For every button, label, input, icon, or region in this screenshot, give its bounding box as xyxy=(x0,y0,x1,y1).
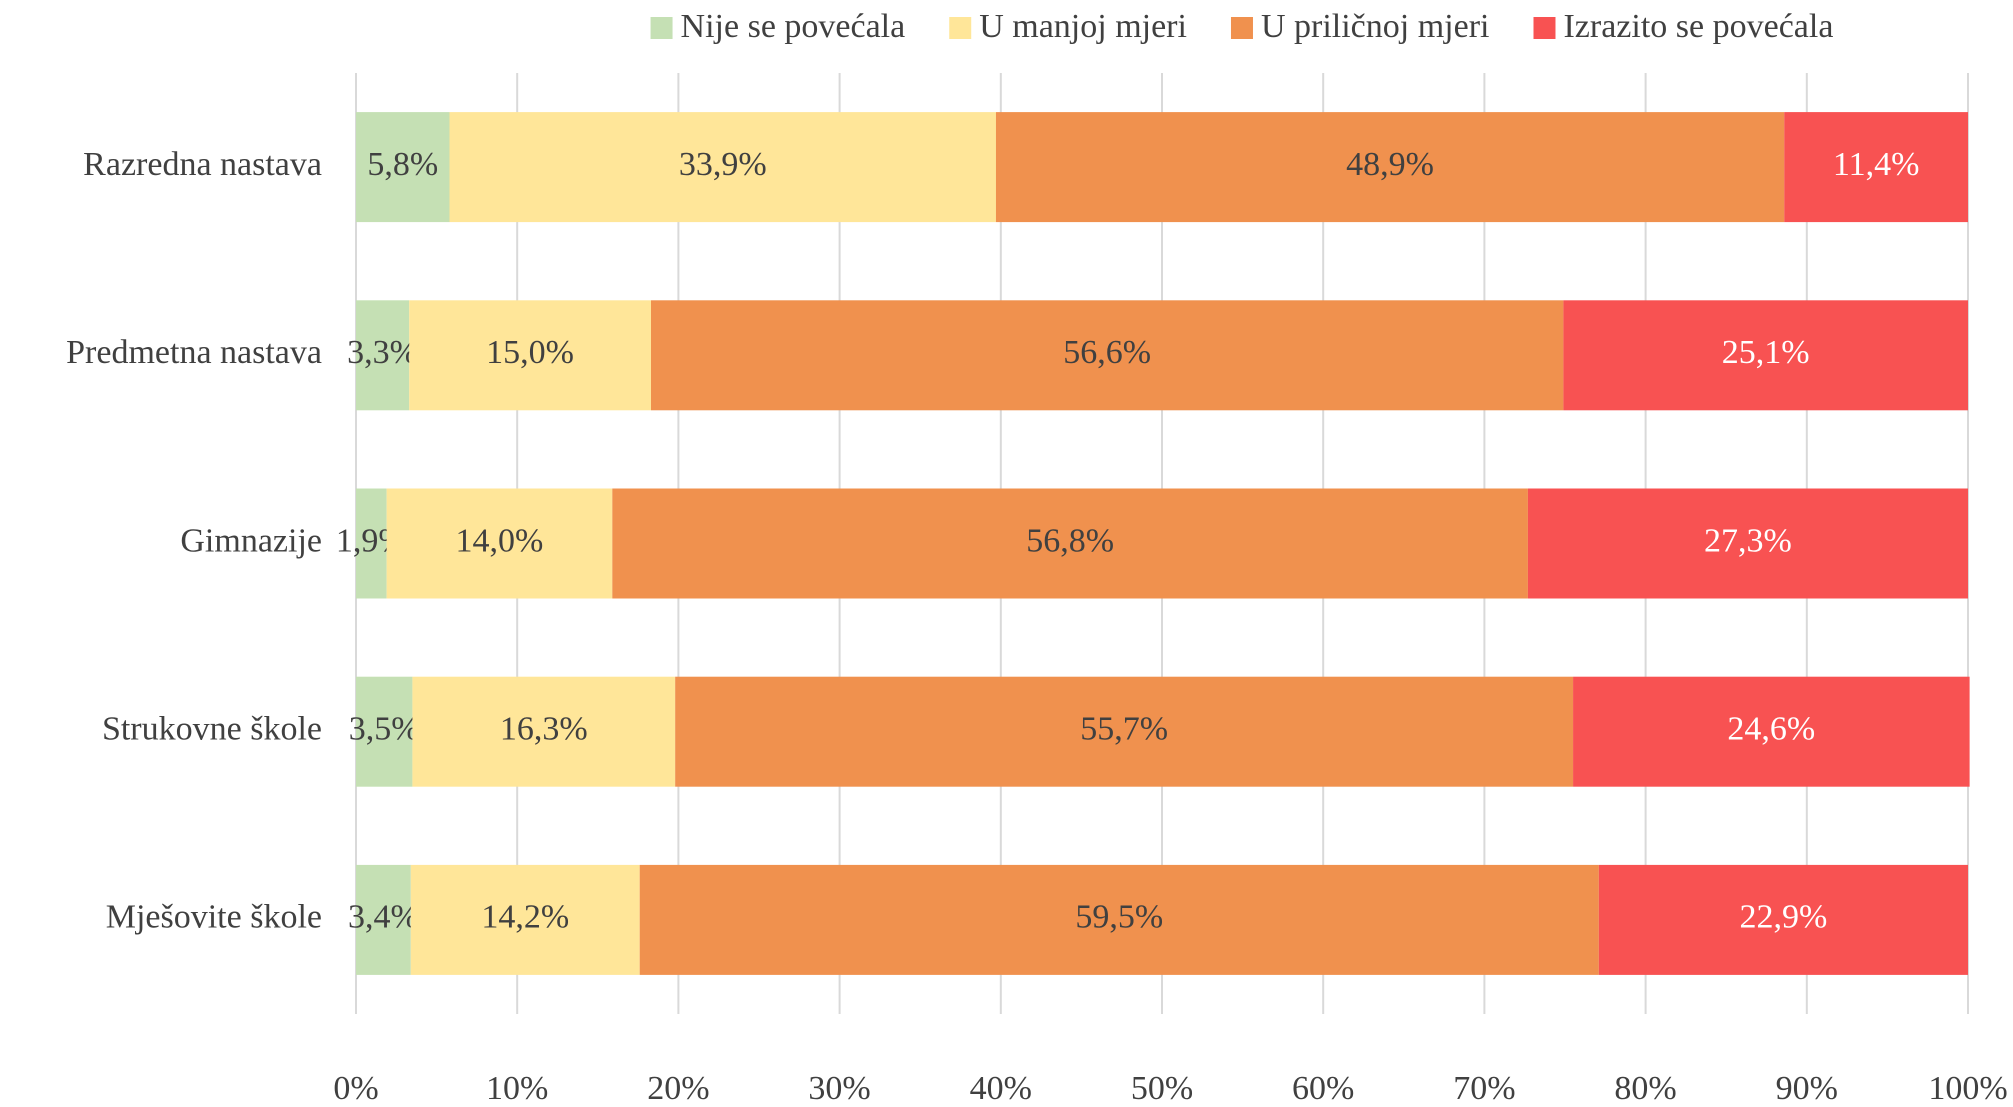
x-tick-label: 20% xyxy=(647,1070,709,1107)
y-tick-label: Predmetna nastava xyxy=(66,334,322,371)
bar-segment xyxy=(639,864,1599,975)
data-label: 16,3% xyxy=(500,710,588,747)
bar-segment xyxy=(650,300,1564,411)
data-label: 24,6% xyxy=(1727,710,1815,747)
bar-segment xyxy=(356,300,410,411)
data-label: 48,9% xyxy=(1346,146,1434,183)
x-tick-label: 100% xyxy=(1928,1070,2007,1107)
x-tick-label: 60% xyxy=(1292,1070,1354,1107)
bar-segment xyxy=(675,676,1574,787)
bar-segment xyxy=(1527,488,1968,599)
legend-label: Izrazito se povećala xyxy=(1563,8,1833,45)
data-label: 3,4% xyxy=(348,899,419,936)
bar-segment xyxy=(1784,112,1968,223)
x-tick-label: 90% xyxy=(1776,1070,1838,1107)
data-label: 14,0% xyxy=(456,522,544,559)
y-tick-label: Gimnazije xyxy=(180,522,322,559)
legend-swatch xyxy=(949,17,972,39)
x-tick-label: 0% xyxy=(333,1070,378,1107)
bar-segment xyxy=(356,864,411,975)
bar-segment xyxy=(1563,300,1968,411)
data-label: 25,1% xyxy=(1722,334,1810,371)
bar-segment xyxy=(409,300,651,411)
data-label: 55,7% xyxy=(1080,710,1168,747)
x-tick-label: 50% xyxy=(1131,1070,1193,1107)
legend-label: U priličnoj mjeri xyxy=(1261,8,1490,45)
data-label: 27,3% xyxy=(1704,522,1792,559)
data-label: 5,8% xyxy=(367,146,438,183)
x-tick-label: 70% xyxy=(1453,1070,1515,1107)
x-tick-label: 40% xyxy=(970,1070,1032,1107)
bar-segment xyxy=(1598,864,1968,975)
bar-segment xyxy=(412,676,676,787)
bar-segment xyxy=(995,112,1785,223)
x-tick-label: 80% xyxy=(1614,1070,1676,1107)
bar-segment xyxy=(356,112,450,223)
data-label: 22,9% xyxy=(1740,899,1828,936)
data-label: 56,6% xyxy=(1063,334,1151,371)
bar-segment xyxy=(386,488,613,599)
x-tick-label: 10% xyxy=(486,1070,548,1107)
data-label: 11,4% xyxy=(1833,146,1920,183)
data-label: 56,8% xyxy=(1026,522,1114,559)
x-tick-label: 30% xyxy=(808,1070,870,1107)
legend-label: Nije se povećala xyxy=(681,8,906,45)
data-label: 33,9% xyxy=(679,146,767,183)
bar-segment xyxy=(612,488,1528,599)
legend-label: U manjoj mjeri xyxy=(979,8,1187,45)
bar-segment xyxy=(410,864,640,975)
legend-swatch xyxy=(1230,17,1253,39)
data-label: 3,3% xyxy=(347,334,418,371)
data-label: 3,5% xyxy=(349,710,420,747)
bar-segment xyxy=(1573,676,1970,787)
bar-segment xyxy=(356,488,387,599)
data-label: 59,5% xyxy=(1075,899,1163,936)
legend-swatch xyxy=(1533,17,1556,39)
bar-segment xyxy=(356,676,413,787)
data-label: 15,0% xyxy=(486,334,574,371)
bar-segment xyxy=(449,112,996,223)
y-tick-label: Strukovne škole xyxy=(102,710,322,747)
data-label: 14,2% xyxy=(481,899,569,936)
y-tick-label: Razredna nastava xyxy=(83,146,322,183)
legend-swatch xyxy=(650,17,673,39)
y-tick-label: Mješovite škole xyxy=(106,899,322,936)
